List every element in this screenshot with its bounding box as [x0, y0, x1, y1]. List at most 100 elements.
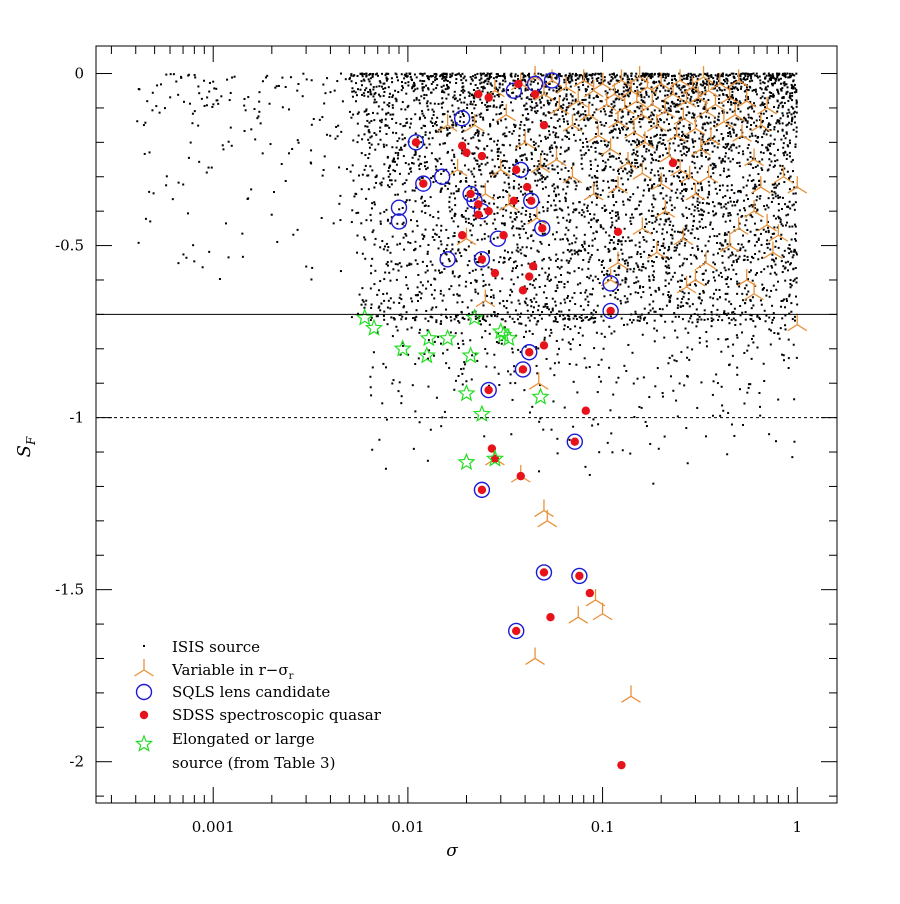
isis-point — [310, 278, 313, 281]
isis-point — [463, 164, 466, 167]
isis-point — [502, 196, 505, 199]
isis-point — [351, 90, 354, 93]
isis-point — [663, 223, 666, 226]
isis-point — [373, 119, 376, 122]
isis-point — [586, 295, 589, 298]
isis-point — [638, 107, 641, 110]
isis-point — [566, 280, 569, 283]
isis-point — [763, 77, 766, 80]
isis-point — [642, 139, 645, 142]
isis-point — [744, 301, 747, 304]
isis-point — [717, 338, 720, 341]
isis-point — [681, 159, 684, 162]
isis-point — [717, 115, 720, 118]
isis-point — [620, 302, 623, 305]
isis-point — [375, 175, 378, 178]
isis-point — [700, 381, 703, 384]
isis-point — [457, 225, 460, 228]
isis-point — [370, 120, 373, 123]
isis-point — [712, 304, 715, 307]
isis-point — [641, 78, 644, 81]
isis-point — [512, 267, 515, 270]
isis-point — [782, 354, 785, 357]
isis-point — [411, 300, 414, 303]
isis-point — [596, 121, 599, 124]
isis-point — [648, 279, 651, 282]
isis-point — [552, 320, 555, 323]
isis-point — [509, 288, 512, 291]
isis-point — [367, 91, 370, 94]
isis-point — [556, 165, 559, 168]
isis-point — [372, 88, 375, 91]
isis-point — [638, 405, 641, 408]
isis-point — [520, 159, 523, 162]
isis-point — [706, 250, 709, 253]
isis-point — [474, 258, 477, 261]
isis-point — [516, 74, 519, 77]
isis-point — [531, 284, 534, 287]
isis-point — [563, 286, 566, 289]
isis-point — [653, 319, 656, 322]
isis-point — [514, 260, 517, 263]
isis-point — [739, 304, 742, 307]
isis-point — [640, 75, 643, 78]
isis-point — [604, 245, 607, 248]
isis-point — [462, 129, 465, 132]
isis-point — [618, 172, 621, 175]
isis-point — [624, 133, 627, 136]
isis-point — [643, 157, 646, 160]
isis-point — [669, 233, 672, 236]
isis-point — [469, 282, 472, 285]
isis-point — [411, 87, 414, 90]
isis-point — [470, 199, 473, 202]
isis-point — [505, 307, 508, 310]
isis-point — [687, 320, 690, 323]
isis-point — [726, 292, 729, 295]
isis-point — [458, 294, 461, 297]
isis-point — [723, 167, 726, 170]
isis-point — [410, 326, 413, 329]
isis-point — [749, 383, 752, 386]
isis-point — [458, 251, 461, 254]
isis-point — [498, 86, 501, 89]
isis-point — [782, 152, 785, 155]
isis-point — [600, 75, 603, 78]
isis-point — [705, 109, 708, 112]
isis-point — [791, 159, 794, 162]
isis-point — [442, 76, 445, 79]
isis-point — [521, 225, 524, 228]
isis-point — [610, 108, 613, 111]
isis-point — [773, 331, 776, 334]
isis-point — [556, 452, 559, 455]
isis-point — [689, 79, 692, 82]
isis-point — [530, 101, 533, 104]
isis-points-layer — [136, 72, 799, 485]
isis-point — [608, 325, 611, 328]
isis-point — [530, 314, 533, 317]
isis-point — [727, 256, 730, 259]
isis-point — [371, 366, 374, 369]
isis-point — [721, 319, 724, 322]
isis-point — [518, 302, 521, 305]
isis-point — [699, 112, 702, 115]
isis-point — [556, 353, 559, 356]
isis-point — [539, 119, 542, 122]
isis-point — [561, 338, 564, 341]
isis-point — [769, 152, 772, 155]
isis-point — [661, 395, 664, 398]
isis-point — [730, 149, 733, 152]
isis-point — [379, 81, 382, 84]
isis-point — [549, 278, 552, 281]
isis-point — [172, 73, 175, 76]
isis-point — [453, 94, 456, 97]
isis-point — [700, 152, 703, 155]
isis-point — [512, 79, 515, 82]
isis-point — [513, 179, 516, 182]
isis-point — [490, 149, 493, 152]
isis-point — [712, 318, 715, 321]
isis-point — [703, 318, 706, 321]
isis-point — [413, 99, 416, 102]
isis-point — [577, 124, 580, 127]
isis-point — [579, 149, 582, 152]
isis-point — [392, 113, 395, 116]
